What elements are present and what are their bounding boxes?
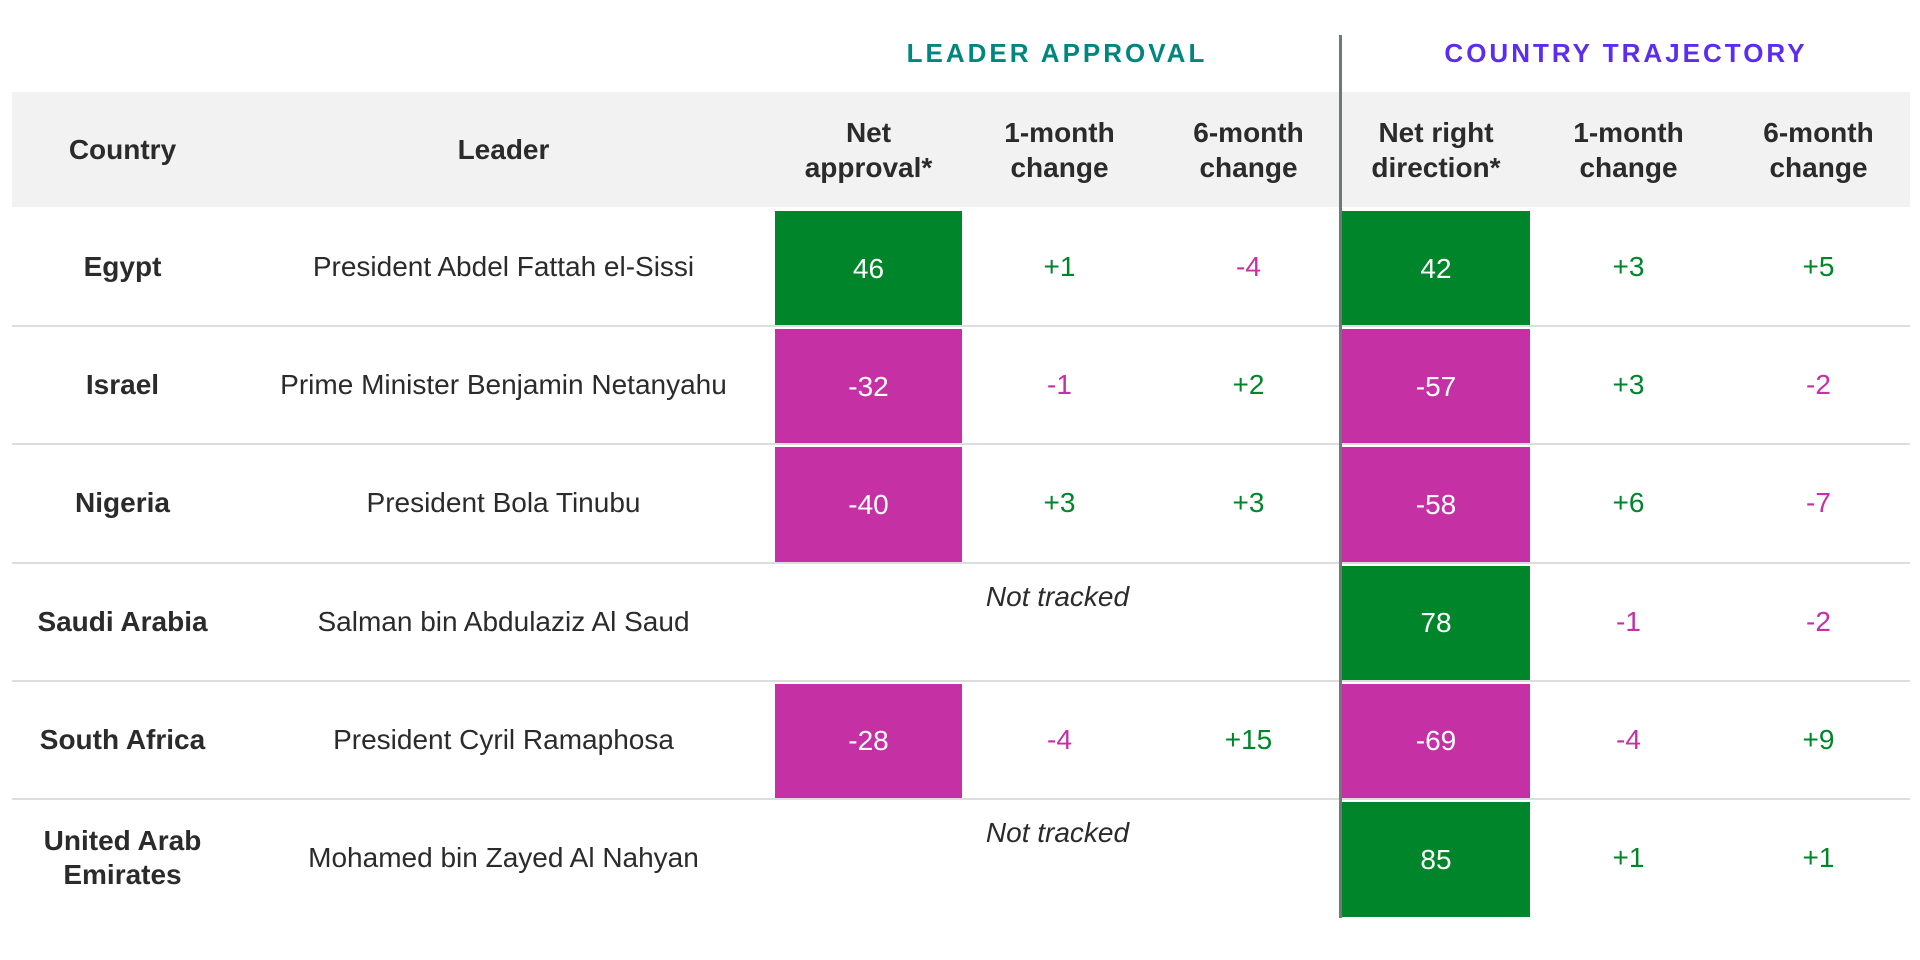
change-value: -1 (1616, 605, 1641, 637)
change-value: -4 (1616, 723, 1641, 755)
row-separator (12, 443, 1910, 446)
column-header: Net right direction* (1371, 116, 1501, 183)
column-header: Country (68, 134, 177, 165)
change-value: +1 (1802, 842, 1835, 874)
change-value: +1 (1043, 251, 1076, 283)
country-name: Saudi Arabia (37, 605, 208, 637)
column-header: 1-month change (1004, 116, 1115, 183)
change-value: +6 (1612, 487, 1645, 519)
change-value: -4 (1236, 251, 1261, 283)
change-value: +1 (1612, 842, 1645, 874)
change-value: +3 (1232, 487, 1265, 519)
change-value: -7 (1806, 487, 1831, 519)
not-tracked-label: Not tracked (985, 817, 1130, 849)
net-right-direction-cell: -69 (1342, 683, 1530, 799)
leader-name: Salman bin Abdulaziz Al Saud (317, 605, 690, 637)
change-value: +15 (1224, 723, 1273, 755)
net-approval-cell: -40 (775, 447, 962, 563)
group-divider (1339, 35, 1342, 918)
row-separator (12, 325, 1910, 328)
net-approval-cell: -32 (775, 329, 962, 445)
change-value: +9 (1802, 723, 1835, 755)
column-header: 1-month change (1573, 116, 1684, 183)
change-value: -2 (1806, 369, 1831, 401)
net-approval-cell: 46 (775, 211, 962, 327)
row-separator (12, 679, 1910, 682)
row-separator (12, 561, 1910, 564)
change-value: +3 (1043, 487, 1076, 519)
change-value: +5 (1802, 251, 1835, 283)
table-header (12, 92, 1910, 207)
net-right-direction-cell: -58 (1342, 447, 1530, 563)
net-right-direction-cell: 42 (1342, 211, 1530, 327)
not-tracked-label: Not tracked (985, 580, 1130, 612)
column-header: Leader (457, 134, 550, 165)
column-header: Net approval* (804, 116, 933, 183)
country-name: South Africa (39, 723, 206, 755)
country-name: Israel (85, 369, 160, 401)
change-value: +2 (1232, 369, 1265, 401)
country-name: Nigeria (75, 487, 170, 519)
change-value: +3 (1612, 251, 1645, 283)
group-title-country-trajectory: COUNTRY TRAJECTORY (1444, 38, 1808, 68)
country-name: United Arab Emirates (43, 825, 202, 891)
net-right-direction-cell: -57 (1342, 329, 1530, 445)
group-title-leader-approval: LEADER APPROVAL (906, 38, 1208, 68)
change-value: -4 (1047, 723, 1072, 755)
country-name: Egypt (83, 251, 162, 283)
leader-name: Prime Minister Benjamin Netanyahu (280, 369, 727, 401)
row-separator (12, 798, 1910, 800)
change-value: -1 (1047, 369, 1072, 401)
net-right-direction-cell: 85 (1342, 802, 1530, 918)
column-header: 6-month change (1763, 116, 1874, 183)
net-approval-cell: -28 (775, 683, 962, 799)
leader-name: President Bola Tinubu (366, 487, 641, 519)
leader-name: President Cyril Ramaphosa (333, 723, 674, 755)
net-right-direction-cell: 78 (1342, 565, 1530, 681)
column-header: 6-month change (1193, 116, 1304, 183)
change-value: -2 (1806, 605, 1831, 637)
change-value: +3 (1612, 369, 1645, 401)
leader-name: President Abdel Fattah el-Sissi (312, 251, 695, 283)
leader-name: Mohamed bin Zayed Al Nahyan (308, 842, 699, 874)
